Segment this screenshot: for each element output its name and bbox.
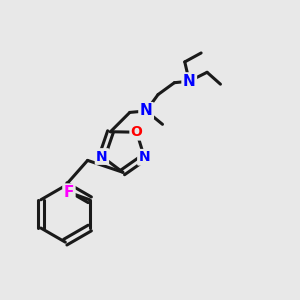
Text: F: F [64, 185, 74, 200]
Text: N: N [140, 103, 152, 118]
Text: N: N [96, 149, 108, 164]
Text: O: O [131, 125, 142, 139]
Text: N: N [183, 74, 196, 89]
Text: N: N [139, 150, 150, 164]
